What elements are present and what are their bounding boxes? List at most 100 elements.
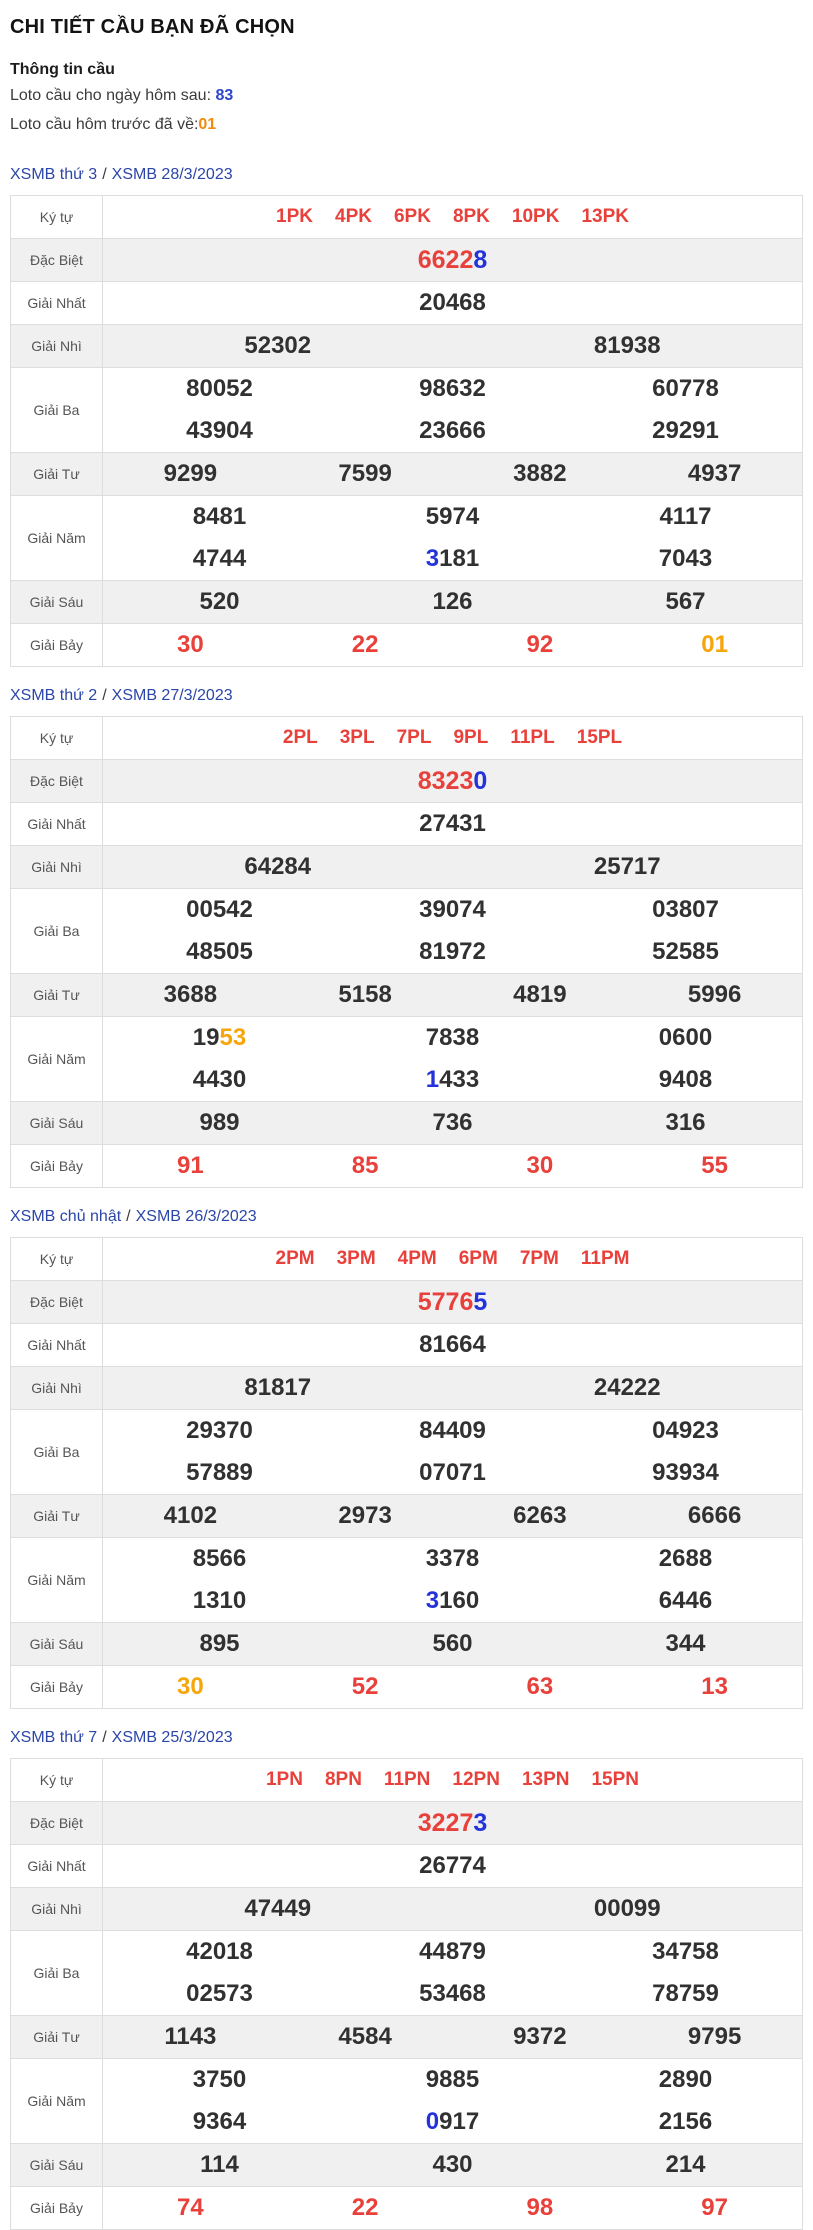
prize-value: 78759 xyxy=(569,1980,802,2008)
row-values-giai-nam: 8481 5974 4117 4744 3181 7043 xyxy=(103,496,803,581)
row-giai-nhi: Giải Nhì 81817 24222 xyxy=(10,1366,803,1410)
prize-line: 29370 84409 04923 xyxy=(103,1410,802,1452)
row-values-dac-biet: 66228 xyxy=(103,239,803,282)
position-symbol: 13PK xyxy=(581,206,629,227)
prize-digit-segment: 24222 xyxy=(593,1374,661,1401)
prize-value: 2688 xyxy=(569,1545,802,1573)
breadcrumb-link-day[interactable]: XSMB thứ 7 xyxy=(10,1729,98,1746)
row-label-giai-nam: Giải Năm xyxy=(10,1537,103,1623)
prize-digit-segment: 433 xyxy=(439,1066,480,1093)
position-symbol: 13PN xyxy=(521,1769,570,1790)
prize-digit-segment: 214 xyxy=(665,2151,706,2178)
prize-digit-segment: 00099 xyxy=(593,1895,661,1922)
prize-digit-segment: 4102 xyxy=(163,1502,218,1529)
row-values-giai-nhat: 27431 xyxy=(103,803,803,846)
prize-digit-segment: 1143 xyxy=(164,2023,217,2050)
breadcrumb-link-date[interactable]: XSMB 28/3/2023 xyxy=(111,166,233,183)
lottery-results-table: Ký tự 1PK 4PK 6PK 8PK 10PK 13PK Đặc Biệt 66228 Gi… xyxy=(10,195,803,667)
prize-value: 30 xyxy=(103,1673,278,1701)
prize-value: 52585 xyxy=(569,938,802,966)
prize-line: 57765 xyxy=(103,1281,802,1323)
prize-digit-segment: 126 xyxy=(432,588,473,615)
prize-line: 9299 7599 3882 4937 xyxy=(103,453,802,495)
prize-value: 9408 xyxy=(569,1066,802,1094)
row-values-ky-tu: 1PN 8PN 11PN 12PN 13PN 15PN xyxy=(103,1759,803,1802)
prize-digit-segment: 567 xyxy=(665,588,706,615)
row-label-giai-nhi: Giải Nhì xyxy=(10,845,103,889)
prize-digit-segment: 9299 xyxy=(163,460,218,487)
breadcrumb-link-day[interactable]: XSMB thứ 3 xyxy=(10,166,98,183)
prize-line: 20468 xyxy=(103,282,802,324)
prize-digit-segment: 07071 xyxy=(419,1459,486,1486)
prize-value: 32273 xyxy=(103,1809,802,1838)
prize-digit-segment: 30 xyxy=(177,1673,204,1700)
row-giai-tu: Giải Tư 3688 5158 4819 5996 xyxy=(10,973,803,1017)
prize-value: 2973 xyxy=(278,1502,453,1530)
breadcrumb: XSMB chủ nhật / XSMB 26/3/2023 xyxy=(10,1208,803,1226)
prize-value: 44879 xyxy=(336,1938,569,1966)
row-values-giai-tu: 3688 5158 4819 5996 xyxy=(103,974,803,1017)
prize-line: 8566 3378 2688 xyxy=(103,1538,802,1580)
prize-line: 57889 07071 93934 xyxy=(103,1452,802,1494)
row-giai-nam: Giải Năm 8481 5974 4117 4744 3181 7043 xyxy=(10,495,803,581)
prize-digit-segment: 3688 xyxy=(163,981,218,1008)
row-label-giai-bay: Giải Bảy xyxy=(10,623,103,667)
prize-value: 2890 xyxy=(569,2066,802,2094)
prize-value: 53468 xyxy=(336,1980,569,2008)
row-giai-nhi: Giải Nhì 64284 25717 xyxy=(10,845,803,889)
breadcrumb: XSMB thứ 7/XSMB 25/3/2023 xyxy=(10,1729,803,1747)
prize-digit-segment: 29370 xyxy=(186,1417,253,1444)
prize-value: 560 xyxy=(336,1630,569,1658)
prize-line: 81664 xyxy=(103,1324,802,1366)
breadcrumb-link-day[interactable]: XSMB chủ nhật xyxy=(10,1208,122,1225)
info-heading: Thông tin cầu xyxy=(10,61,115,78)
row-values-giai-tu: 4102 2973 6263 6666 xyxy=(103,1495,803,1538)
prize-digit-segment: 74 xyxy=(177,2194,204,2221)
prize-digit-segment: 5776 xyxy=(417,1287,474,1316)
row-values-giai-nhat: 20468 xyxy=(103,282,803,325)
prize-digit-segment: 93934 xyxy=(652,1459,719,1486)
row-values-ky-tu: 2PM 3PM 4PM 6PM 7PM 11PM xyxy=(103,1238,803,1281)
prize-digit-segment: 7043 xyxy=(658,545,713,572)
prize-digit-segment: 81817 xyxy=(244,1374,312,1401)
prize-line: 114 430 214 xyxy=(103,2144,802,2186)
row-values-dac-biet: 57765 xyxy=(103,1281,803,1324)
prize-digit-segment: 4744 xyxy=(192,545,247,572)
prize-digit-segment: 6622 xyxy=(417,245,474,274)
position-symbol: 8PK xyxy=(452,206,490,227)
row-label-dac-biet: Đặc Biệt xyxy=(10,759,103,803)
prize-digit-segment: 04923 xyxy=(652,1417,719,1444)
result-table-section: XSMB thứ 2/XSMB 27/3/2023 Ký tự 2PL 3PL 7PL 9… xyxy=(10,687,803,1188)
prize-value: 9372 xyxy=(453,2023,628,2051)
prize-digit-segment: 8566 xyxy=(192,1545,247,1572)
position-symbol: 7PM xyxy=(519,1248,559,1269)
row-label-giai-tu: Giải Tư xyxy=(10,1494,103,1538)
row-giai-nhi: Giải Nhì 47449 00099 xyxy=(10,1887,803,1931)
prize-digit-segment: 52302 xyxy=(244,332,312,359)
prize-digit-segment: 181 xyxy=(439,545,480,572)
row-giai-sau: Giải Sáu 114 430 214 xyxy=(10,2143,803,2187)
prize-value: 81664 xyxy=(103,1331,802,1359)
row-label-giai-ba: Giải Ba xyxy=(10,888,103,974)
prize-digit-segment: 78759 xyxy=(652,1980,719,2007)
prize-digit-segment: 55 xyxy=(701,1152,728,1179)
prize-digit-segment: 560 xyxy=(432,1630,473,1657)
prize-value: 114 xyxy=(103,2151,336,2179)
row-giai-nhat: Giải Nhất 26774 xyxy=(10,1844,803,1888)
prize-value: 989 xyxy=(103,1109,336,1137)
breadcrumb-link-date[interactable]: XSMB 25/3/2023 xyxy=(111,1729,233,1746)
prize-line: 4744 3181 7043 xyxy=(103,538,802,580)
position-symbol: 11PL xyxy=(510,727,555,748)
prize-line: 3750 9885 2890 xyxy=(103,2059,802,2101)
breadcrumb-link-day[interactable]: XSMB thứ 2 xyxy=(10,687,98,704)
prize-value: 64284 xyxy=(103,853,453,881)
prize-value: 81817 xyxy=(103,1374,453,1402)
prize-value: 23666 xyxy=(336,417,569,445)
prize-value: 3750 xyxy=(103,2066,336,2094)
row-label-giai-tu: Giải Tư xyxy=(10,2015,103,2059)
breadcrumb-link-date[interactable]: XSMB 27/3/2023 xyxy=(111,687,233,704)
row-values-giai-sau: 895 560 344 xyxy=(103,1623,803,1666)
prize-value: 66228 xyxy=(103,246,802,275)
prize-value: 57765 xyxy=(103,1288,802,1317)
breadcrumb-link-date[interactable]: XSMB 26/3/2023 xyxy=(135,1208,257,1225)
